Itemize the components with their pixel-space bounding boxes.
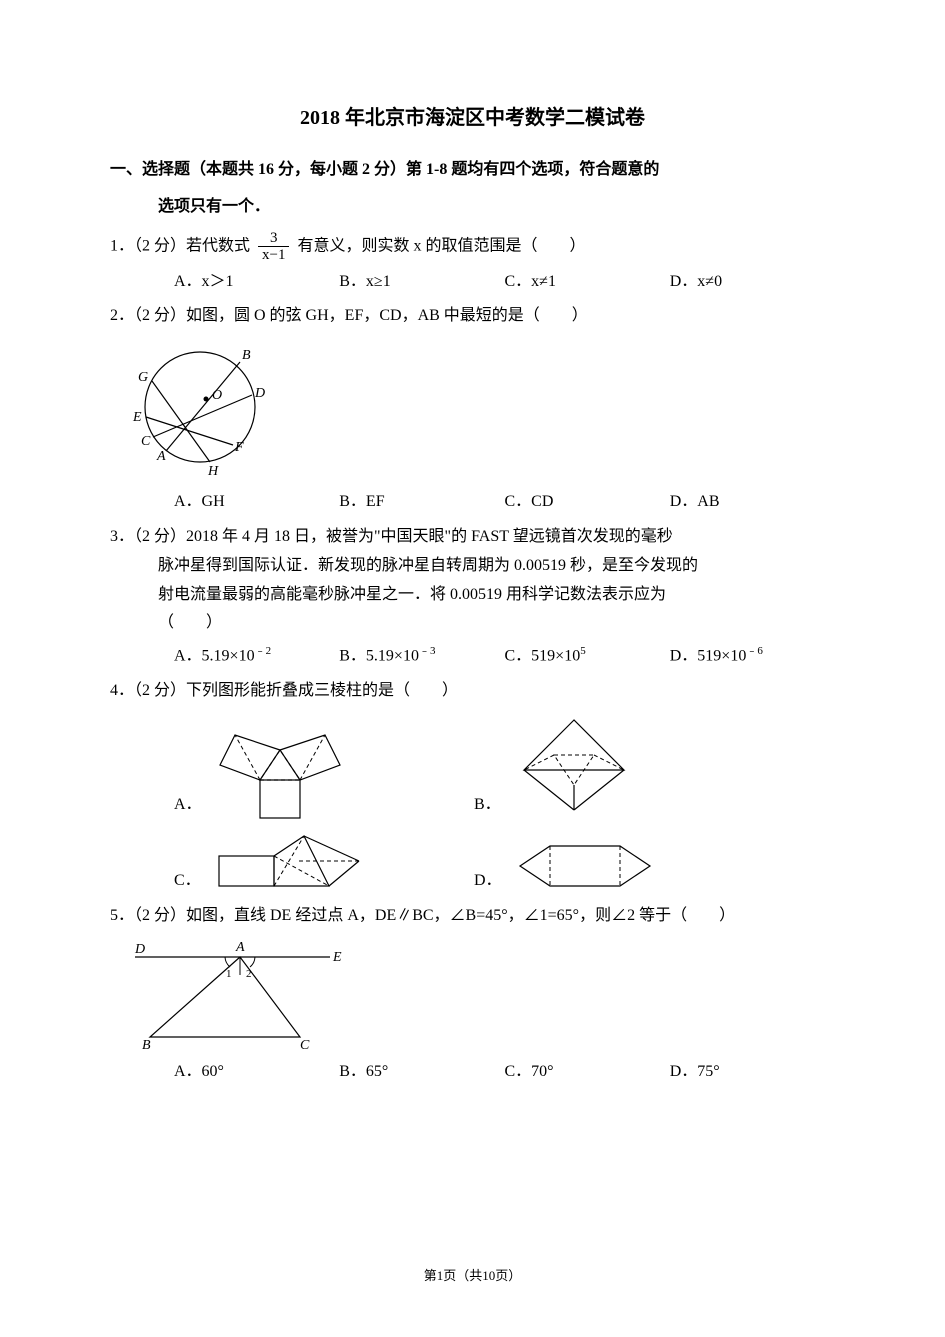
- q3-options: A．5.19×10﹣2 B．5.19×10﹣3 C．519×105 D．519×…: [110, 642, 835, 671]
- lbl-D: D: [134, 942, 145, 957]
- lbl-E: E: [132, 410, 142, 425]
- lbl-F: F: [234, 440, 244, 455]
- net-b-icon: [509, 710, 639, 820]
- q5-figure: D E A B C 1 2: [130, 937, 835, 1052]
- q3-line3: 射电流量最弱的高能毫秒脉冲星之一．将 0.00519 用科学记数法表示应为: [110, 581, 835, 610]
- lbl-C: C: [300, 1038, 310, 1052]
- q1-stem: 1．（2 分）若代数式 3 x−1 有意义，则实数 x 的取值范围是（ ）: [110, 230, 835, 264]
- lbl-H: H: [207, 464, 219, 479]
- q1-prefix: 1．（2 分）若代数式: [110, 237, 250, 254]
- section-header-line1: 一、选择题（本题共 16 分，每小题 2 分）第 1-8 题均有四个选项，符合题…: [110, 156, 835, 185]
- q4-opt-d: D．: [474, 836, 774, 896]
- lbl-1: 1: [226, 968, 232, 980]
- q5-opt-b: B．65°: [339, 1058, 504, 1087]
- q2-opt-a: A．GH: [174, 488, 339, 517]
- q1-opt-c: C．x≠1: [505, 268, 670, 297]
- q2-options: A．GH B．EF C．CD D．AB: [110, 488, 835, 517]
- q4-opt-c: C．: [174, 826, 474, 896]
- net-d-icon: [510, 836, 670, 896]
- q4-opt-b: B．: [474, 710, 774, 820]
- q4-b-label: B．: [474, 791, 501, 820]
- q1-opt-b: B．x≥1: [339, 268, 504, 297]
- q5-opt-c: C．70°: [505, 1058, 670, 1087]
- q1-opt-d: D．x≠0: [670, 268, 835, 297]
- q5-opt-d: D．75°: [670, 1058, 835, 1087]
- q3-line1: 3．（2 分）2018 年 4 月 18 日，被誉为"中国天眼"的 FAST 望…: [110, 523, 835, 552]
- question-5: 5．（2 分）如图，直线 DE 经过点 A，DE∥BC，∠B=45°，∠1=65…: [110, 902, 835, 1087]
- q3-opt-a: A．5.19×10﹣2: [174, 642, 339, 671]
- q4-options: A． B．: [110, 710, 835, 896]
- q5-opt-a: A．60°: [174, 1058, 339, 1087]
- q4-a-label: A．: [174, 791, 202, 820]
- q2-figure: O A B G H C D E F: [130, 337, 835, 482]
- net-c-icon: [209, 826, 369, 896]
- question-1: 1．（2 分）若代数式 3 x−1 有意义，则实数 x 的取值范围是（ ） A．…: [110, 230, 835, 297]
- q1-opt-a: A．x＞1: [174, 268, 339, 297]
- lbl-A: A: [235, 940, 245, 955]
- lbl-B: B: [242, 348, 251, 363]
- q3-opt-d: D．519×10﹣6: [670, 642, 835, 671]
- question-4: 4．（2 分）下列图形能折叠成三棱柱的是（ ） A． B．: [110, 677, 835, 896]
- q5-stem: 5．（2 分）如图，直线 DE 经过点 A，DE∥BC，∠B=45°，∠1=65…: [110, 902, 835, 931]
- question-2: 2．（2 分）如图，圆 O 的弦 GH，EF，CD，AB 中最短的是（ ） O …: [110, 302, 835, 517]
- q3-line2: 脉冲星得到国际认证．新发现的脉冲星自转周期为 0.00519 秒，是至今发现的: [110, 552, 835, 581]
- q4-opt-a: A．: [174, 710, 474, 820]
- lbl-2: 2: [246, 968, 252, 980]
- document-title: 2018 年北京市海淀区中考数学二模试卷: [110, 100, 835, 136]
- lbl-A: A: [156, 449, 166, 464]
- q4-d-label: D．: [474, 867, 502, 896]
- q2-opt-b: B．EF: [339, 488, 504, 517]
- triangle-parallel-icon: D E A B C 1 2: [130, 937, 360, 1052]
- lbl-D: D: [254, 386, 265, 401]
- question-3: 3．（2 分）2018 年 4 月 18 日，被誉为"中国天眼"的 FAST 望…: [110, 523, 835, 671]
- q2-stem: 2．（2 分）如图，圆 O 的弦 GH，EF，CD，AB 中最短的是（ ）: [110, 302, 835, 331]
- circle-chords-icon: O A B G H C D E F: [130, 337, 280, 482]
- lbl-E: E: [332, 950, 342, 965]
- lbl-B: B: [142, 1038, 151, 1052]
- q2-opt-c: C．CD: [505, 488, 670, 517]
- frac-den: x−1: [258, 247, 289, 264]
- lbl-G: G: [138, 370, 148, 385]
- frac-num: 3: [258, 230, 289, 248]
- page-footer: 第1页（共10页）: [0, 1264, 945, 1287]
- net-a-icon: [210, 710, 360, 820]
- q4-stem: 4．（2 分）下列图形能折叠成三棱柱的是（ ）: [110, 677, 835, 706]
- q4-c-label: C．: [174, 867, 201, 896]
- lbl-C: C: [141, 434, 151, 449]
- q2-opt-d: D．AB: [670, 488, 835, 517]
- q5-options: A．60° B．65° C．70° D．75°: [110, 1058, 835, 1087]
- page: 2018 年北京市海淀区中考数学二模试卷 一、选择题（本题共 16 分，每小题 …: [0, 0, 945, 1337]
- fraction-icon: 3 x−1: [258, 230, 289, 264]
- q1-options: A．x＞1 B．x≥1 C．x≠1 D．x≠0: [110, 268, 835, 297]
- q3-opt-c: C．519×105: [505, 642, 670, 671]
- q3-line4: （ ）: [110, 609, 835, 638]
- q3-opt-b: B．5.19×10﹣3: [339, 642, 504, 671]
- section-header-line2: 选项只有一个．: [110, 193, 835, 222]
- q1-suffix: 有意义，则实数 x 的取值范围是（ ）: [297, 237, 585, 254]
